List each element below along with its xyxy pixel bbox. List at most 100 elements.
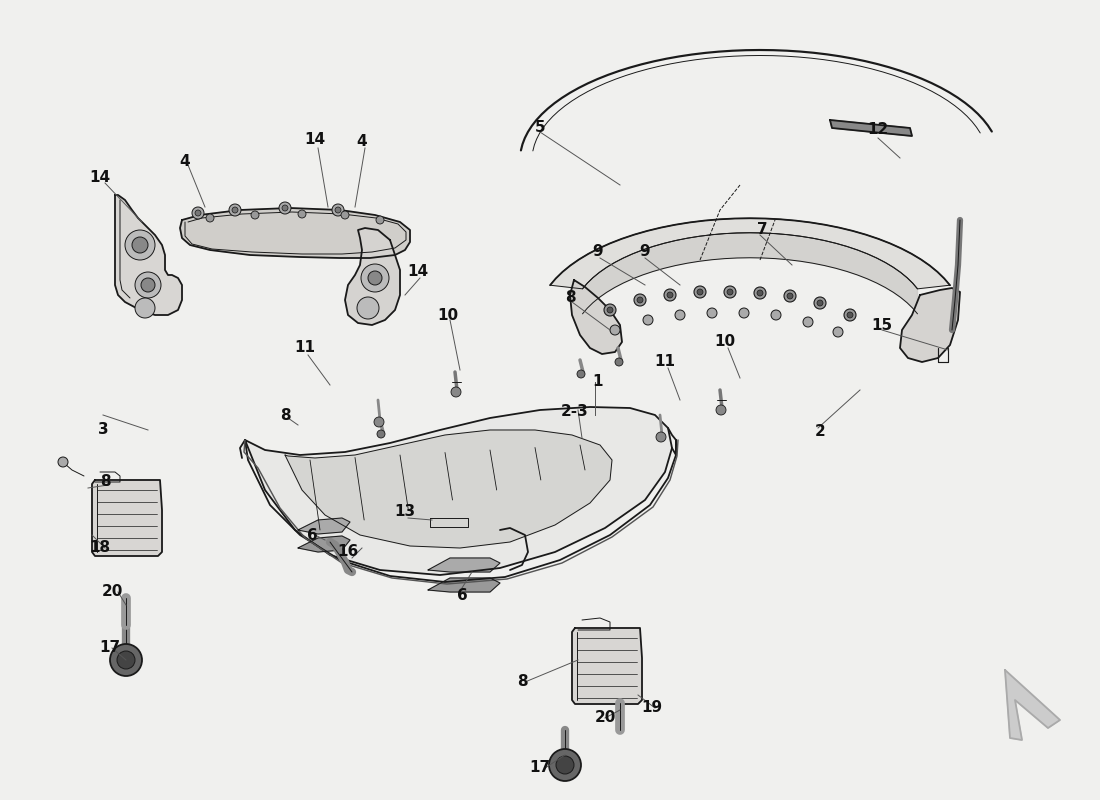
Text: 6: 6 <box>456 587 468 602</box>
Text: 2-3: 2-3 <box>561 405 588 419</box>
Circle shape <box>664 289 676 301</box>
Circle shape <box>232 207 238 213</box>
Circle shape <box>697 289 703 295</box>
Polygon shape <box>572 628 642 704</box>
Polygon shape <box>180 208 410 258</box>
Circle shape <box>117 651 135 669</box>
Circle shape <box>644 315 653 325</box>
Polygon shape <box>428 578 501 592</box>
Polygon shape <box>550 218 950 289</box>
Polygon shape <box>116 195 182 315</box>
Circle shape <box>578 370 585 378</box>
Circle shape <box>847 312 852 318</box>
Text: 17: 17 <box>99 641 121 655</box>
Circle shape <box>833 327 843 337</box>
Polygon shape <box>298 536 350 552</box>
Polygon shape <box>345 228 400 325</box>
Circle shape <box>604 304 616 316</box>
Text: 14: 14 <box>407 265 429 279</box>
Text: 14: 14 <box>89 170 111 186</box>
Circle shape <box>549 749 581 781</box>
Circle shape <box>784 290 796 302</box>
Circle shape <box>739 308 749 318</box>
Circle shape <box>803 317 813 327</box>
Text: 9: 9 <box>593 245 603 259</box>
Polygon shape <box>830 120 912 136</box>
Circle shape <box>724 286 736 298</box>
Polygon shape <box>245 407 672 575</box>
Circle shape <box>58 457 68 467</box>
Circle shape <box>332 204 344 216</box>
Polygon shape <box>1005 670 1060 740</box>
Text: 4: 4 <box>179 154 190 170</box>
Circle shape <box>135 272 161 298</box>
Text: 1: 1 <box>593 374 603 390</box>
Polygon shape <box>583 233 917 314</box>
Circle shape <box>637 297 644 303</box>
Circle shape <box>771 310 781 320</box>
Circle shape <box>451 387 461 397</box>
Text: 8: 8 <box>564 290 575 306</box>
Circle shape <box>814 297 826 309</box>
Text: 19: 19 <box>641 701 662 715</box>
Text: 16: 16 <box>338 545 359 559</box>
Circle shape <box>610 325 620 335</box>
Circle shape <box>132 237 148 253</box>
Polygon shape <box>298 518 350 534</box>
Polygon shape <box>428 558 501 572</box>
Circle shape <box>376 216 384 224</box>
Circle shape <box>817 300 823 306</box>
Text: 12: 12 <box>868 122 889 138</box>
Circle shape <box>675 310 685 320</box>
Circle shape <box>377 430 385 438</box>
Text: 8: 8 <box>279 407 290 422</box>
Circle shape <box>694 286 706 298</box>
Polygon shape <box>570 280 622 354</box>
Circle shape <box>656 432 666 442</box>
Text: 8: 8 <box>100 474 110 490</box>
Text: 2: 2 <box>815 425 825 439</box>
Circle shape <box>786 293 793 299</box>
Circle shape <box>707 308 717 318</box>
Text: 8: 8 <box>517 674 527 690</box>
Circle shape <box>634 294 646 306</box>
Circle shape <box>141 278 155 292</box>
Text: 11: 11 <box>654 354 675 370</box>
Circle shape <box>556 756 574 774</box>
Text: 17: 17 <box>529 761 551 775</box>
Circle shape <box>844 309 856 321</box>
Text: 6: 6 <box>307 527 318 542</box>
Circle shape <box>727 289 733 295</box>
Circle shape <box>716 405 726 415</box>
Text: 13: 13 <box>395 505 416 519</box>
Polygon shape <box>900 288 960 362</box>
Circle shape <box>279 202 292 214</box>
Circle shape <box>358 297 379 319</box>
Circle shape <box>341 211 349 219</box>
Text: 15: 15 <box>871 318 892 333</box>
Circle shape <box>754 287 766 299</box>
Circle shape <box>282 205 288 211</box>
Circle shape <box>125 230 155 260</box>
Text: 3: 3 <box>98 422 108 438</box>
Circle shape <box>110 644 142 676</box>
Text: 5: 5 <box>535 121 546 135</box>
Text: 20: 20 <box>101 585 123 599</box>
Text: 4: 4 <box>356 134 367 150</box>
Circle shape <box>336 207 341 213</box>
Circle shape <box>374 417 384 427</box>
Text: 10: 10 <box>438 307 459 322</box>
Circle shape <box>206 214 214 222</box>
Circle shape <box>251 211 258 219</box>
Circle shape <box>195 210 201 216</box>
Text: 11: 11 <box>295 341 316 355</box>
Polygon shape <box>285 430 612 548</box>
Polygon shape <box>92 480 162 556</box>
Circle shape <box>667 292 673 298</box>
Text: 20: 20 <box>594 710 616 726</box>
Circle shape <box>135 298 155 318</box>
Text: 14: 14 <box>305 133 326 147</box>
Circle shape <box>229 204 241 216</box>
Circle shape <box>757 290 763 296</box>
Circle shape <box>615 358 623 366</box>
